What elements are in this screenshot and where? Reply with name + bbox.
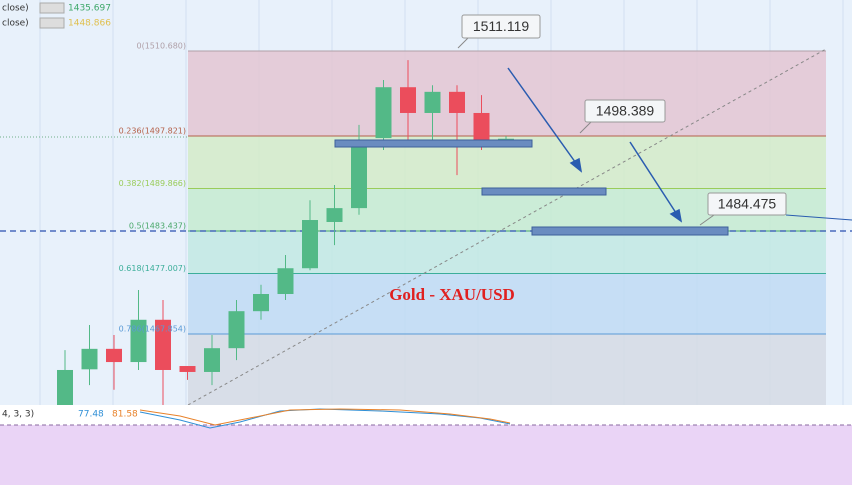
callout-tail xyxy=(785,214,852,221)
indicator-icons xyxy=(39,17,65,29)
fib-zone xyxy=(188,333,826,405)
oscillator-pane xyxy=(0,405,852,425)
candle-body xyxy=(155,319,171,370)
candle-body xyxy=(228,311,245,349)
oscillator-value: 81.58 xyxy=(112,410,138,420)
candle-body xyxy=(253,294,269,312)
callout-label: 1511.119 xyxy=(473,18,530,34)
arrows xyxy=(507,67,683,223)
osc-d xyxy=(139,408,511,426)
candle-body xyxy=(179,366,196,372)
indicator-icons xyxy=(39,2,65,14)
callout-box xyxy=(707,192,787,216)
candle-body xyxy=(351,140,367,209)
candle-body xyxy=(204,348,220,372)
zones-boxes xyxy=(334,139,729,236)
candle-body xyxy=(473,112,490,144)
target-box xyxy=(531,226,729,236)
oscillator-label: 4, 3, 3) xyxy=(2,410,34,420)
callout-box xyxy=(584,99,666,123)
oscillator-value: 77.48 xyxy=(78,410,104,420)
callout-label: 1498.389 xyxy=(596,103,655,119)
candle-body xyxy=(375,87,392,139)
candle-body xyxy=(449,91,465,113)
candle-body xyxy=(130,319,147,363)
fib-label: 0.382(1489.866) xyxy=(119,179,186,188)
candle-body xyxy=(302,220,318,269)
support-box xyxy=(334,139,533,148)
indicator-value: 1435.697 xyxy=(68,4,111,14)
fib-zone xyxy=(188,51,826,136)
candle-body xyxy=(424,91,441,113)
indicator-value: 1448.866 xyxy=(68,19,111,29)
fib-label: 0.786(1467.854) xyxy=(119,324,186,333)
chart-title: Gold - XAU/USD xyxy=(389,285,515,304)
callout-pointer xyxy=(457,37,469,49)
callout-label: 1484.475 xyxy=(718,196,777,212)
indicator-label: close) xyxy=(2,19,29,29)
oscillator-band xyxy=(0,425,852,485)
candle-body xyxy=(57,369,73,405)
fib-zone xyxy=(188,273,826,334)
trend-line xyxy=(187,48,827,406)
callout-pointer xyxy=(699,214,715,226)
candle-body xyxy=(326,208,343,222)
candle-body xyxy=(400,87,416,113)
candle-body xyxy=(106,348,122,363)
candle-body xyxy=(277,268,294,295)
fib-label: 0.5(1483.437) xyxy=(129,221,186,230)
fib-label: 0.618(1477.007) xyxy=(119,264,186,273)
callout-pointer xyxy=(579,121,592,134)
fib-label: 0(1510.680) xyxy=(136,42,186,51)
indicator-label: close) xyxy=(2,4,29,14)
callout-box xyxy=(461,14,541,39)
fib-label: 0.236(1497.821) xyxy=(119,126,186,135)
candle-body xyxy=(81,348,98,370)
target-box xyxy=(481,187,607,196)
fib-zone xyxy=(188,230,826,274)
